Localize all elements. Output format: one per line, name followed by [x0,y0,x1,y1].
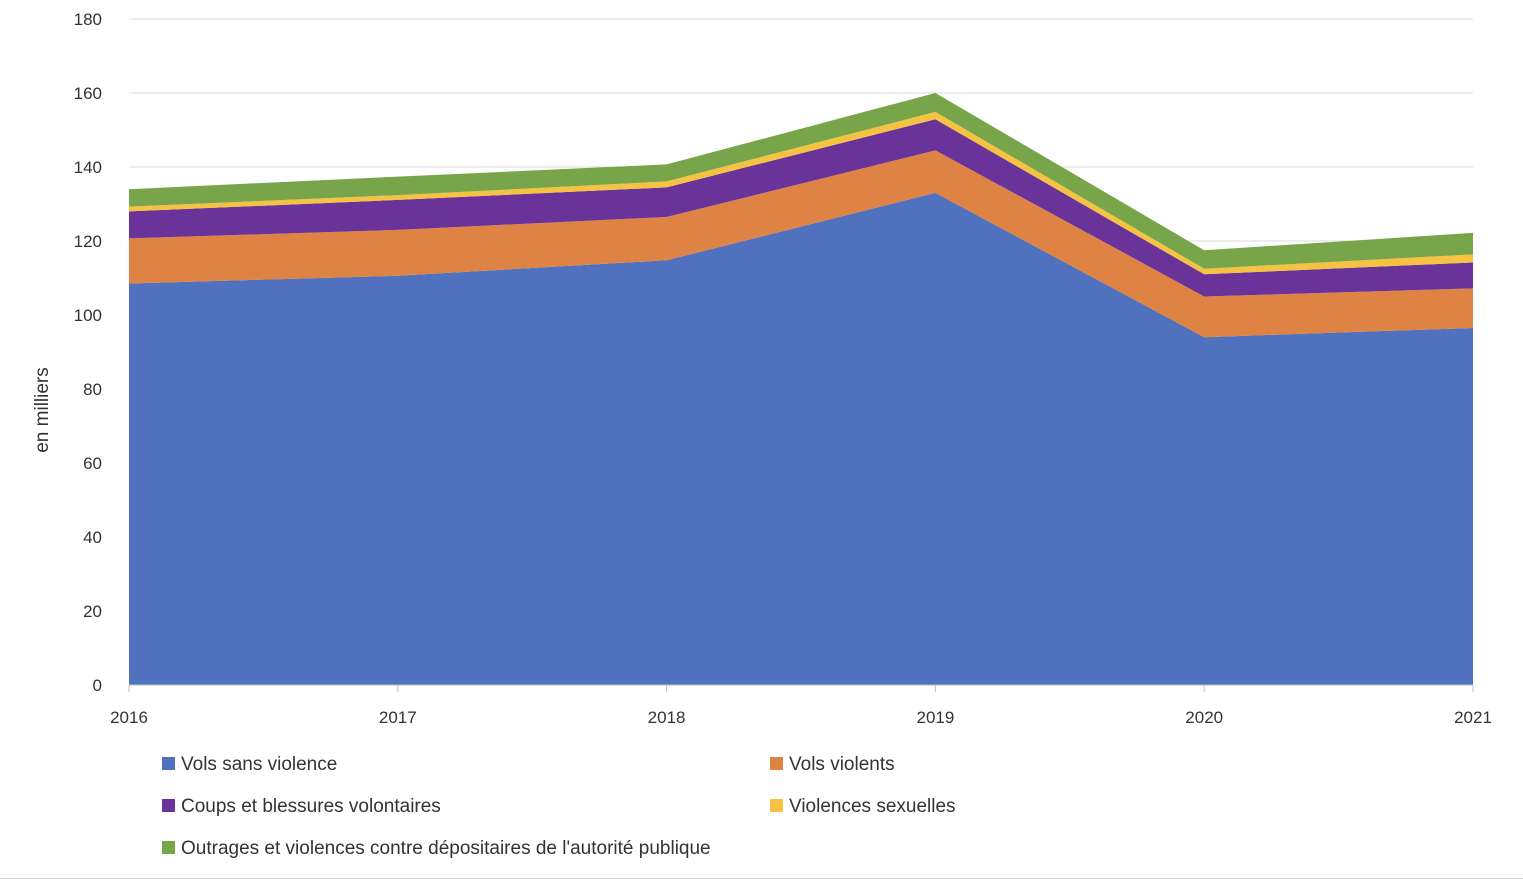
legend-swatch [770,757,783,770]
area-series-1 [129,150,1473,338]
area-series-4 [129,93,1473,269]
area-series-2 [129,119,1473,297]
y-tick-label: 160 [74,84,102,103]
area-series-0 [129,192,1473,685]
y-tick-label: 20 [83,602,102,621]
legend-swatch [162,757,175,770]
area-series [129,93,1473,685]
legend-label: Coups et blessures volontaires [181,796,441,817]
x-tick-label: 2016 [110,708,148,727]
x-tick-label: 2019 [916,708,954,727]
y-tick-label: 180 [74,10,102,29]
legend-label: Vols violents [789,754,895,775]
x-tick-label: 2017 [379,708,417,727]
y-tick-label: 100 [74,306,102,325]
x-tick-label: 2020 [1185,708,1223,727]
y-tick-label: 0 [93,676,102,695]
axes: 0 20 40 60 80 100 120 140 160 180 2016 2017 2018 2019… [74,10,1492,727]
y-tick-label: 40 [83,528,102,547]
area-series-3 [129,111,1473,275]
x-tick-label: 2018 [648,708,686,727]
legend-label: Vols sans violence [181,754,337,775]
bottom-divider [0,878,1523,879]
legend-label: Violences sexuelles [789,796,956,817]
x-tick-label: 2021 [1454,708,1492,727]
legend: Vols sans violence Vols violents Coups et … [162,754,956,859]
legend-swatch [162,841,175,854]
legend-swatch [770,799,783,812]
y-tick-label: 80 [83,380,102,399]
y-tick-label: 60 [83,454,102,473]
legend-label: Outrages et violences contre dépositaire… [181,838,711,859]
y-tick-label: 140 [74,158,102,177]
y-tick-label: 120 [74,232,102,251]
y-axis-title: en milliers [32,367,53,453]
legend-swatch [162,799,175,812]
